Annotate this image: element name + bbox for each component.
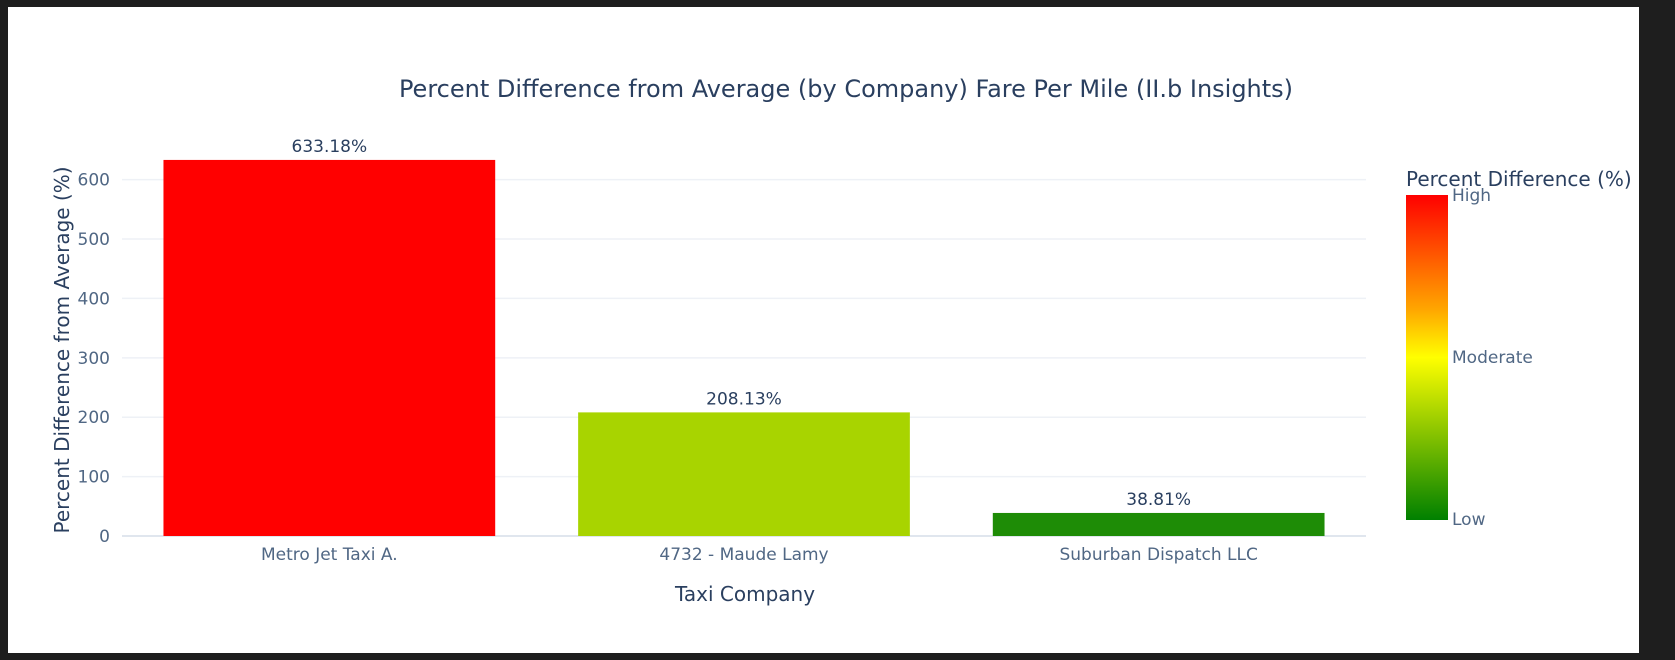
- y-tick-label: 0: [99, 527, 110, 547]
- x-axis-title: Taxi Company: [674, 582, 815, 606]
- colorbar-label-low: Low: [1452, 510, 1486, 530]
- y-tick-label: 200: [78, 408, 110, 428]
- y-tick-labels: 0 100 200 300 400 500 600: [78, 171, 110, 547]
- x-tick-label: Suburban Dispatch LLC: [1059, 545, 1257, 565]
- bar-value-label: 38.81%: [1126, 490, 1191, 510]
- x-tick-labels: Metro Jet Taxi A. 4732 - Maude Lamy Suburb…: [261, 545, 1258, 565]
- colorbar: [1406, 195, 1448, 520]
- value-labels: 633.18% 208.13% 38.81%: [292, 137, 1192, 510]
- bar-value-label: 208.13%: [706, 389, 782, 409]
- colorbar-label-high: High: [1452, 186, 1491, 206]
- y-tick-label: 600: [78, 171, 110, 191]
- y-tick-label: 500: [78, 230, 110, 250]
- y-tick-label: 100: [78, 468, 110, 488]
- chart-frame: Percent Difference from Average (by Comp…: [8, 7, 1639, 653]
- x-tick-label: Metro Jet Taxi A.: [261, 545, 398, 565]
- y-tick-label: 400: [78, 289, 110, 309]
- colorbar-title: Percent Difference (%): [1406, 167, 1632, 191]
- colorbar-label-moderate: Moderate: [1452, 348, 1533, 368]
- bar: [992, 512, 1325, 536]
- y-tick-label: 300: [78, 349, 110, 369]
- y-axis-title: Percent Difference from Average (%): [50, 166, 74, 533]
- bars: [163, 159, 1325, 537]
- bar: [578, 412, 910, 536]
- x-tick-label: 4732 - Maude Lamy: [659, 545, 828, 565]
- bar-chart: Percent Difference from Average (by Comp…: [50, 75, 1632, 606]
- chart-title: Percent Difference from Average (by Comp…: [399, 75, 1293, 103]
- bar: [163, 159, 496, 537]
- bar-value-label: 633.18%: [292, 137, 368, 157]
